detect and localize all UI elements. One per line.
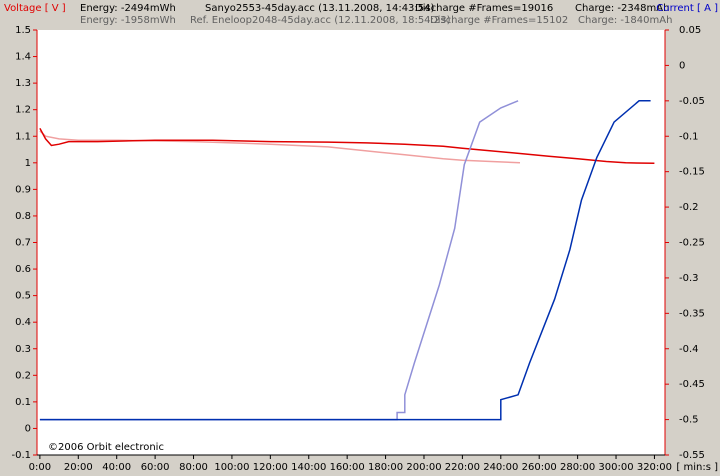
header-ref-text: Charge: -1840mAh [578,15,672,26]
x-tick-label: 40:00 [102,462,131,473]
y-tick-label: 0.1 [15,397,31,408]
header-ref-text: Energy: -1958mWh [80,15,176,26]
y-tick-label: 0.7 [15,238,31,249]
y-tick-label: 1.2 [15,105,31,116]
y2-tick-label: -0.05 [679,96,705,107]
x-tick-label: 240:00 [483,462,518,473]
y2-tick-label: -0.1 [679,131,699,142]
header-text: Charge: -2348mAh [575,3,669,14]
y2-tick-label: -0.2 [679,202,699,213]
y-tick-label: 0.2 [15,370,31,381]
x-tick-label: 320:00 [637,462,672,473]
x-tick-label: 220:00 [445,462,480,473]
y2-tick-label: -0.5 [679,415,699,426]
x-tick-label: 140:00 [291,462,326,473]
x-tick-label: 20:00 [64,462,93,473]
x-tick-label: 300:00 [598,462,633,473]
y-tick-label: 0.9 [15,184,31,195]
series-line [39,100,651,421]
y-tick-label: 1 [25,158,31,169]
x-tick-label: 160:00 [330,462,365,473]
plot-area [37,30,665,455]
y-tick-label: 0.3 [15,344,31,355]
y-tick-label: -0.1 [11,450,31,461]
header-ref-text: Discharge #Frames=15102 [430,15,568,26]
y2-tick-label: -0.55 [679,450,705,461]
series-line [39,130,521,164]
y-tick-label: 0.8 [15,211,31,222]
y2-tick-label: -0.45 [679,379,705,390]
y-tick-label: 1.1 [15,131,31,142]
x-tick-label: 80:00 [179,462,208,473]
y2-tick-label: 0.05 [679,25,701,36]
y2-tick-label: -0.3 [679,273,699,284]
y2-tick-label: 0 [679,60,685,71]
y-tick-label: 0 [25,423,31,434]
y-tick-label: 1.5 [15,25,31,36]
y-tick-label: 1.4 [15,52,31,63]
header-text: Sanyo2553-45day.acc (13.11.2008, 14:43:5… [205,3,435,14]
y2-tick-label: -0.35 [679,308,705,319]
y-tick-label: 0.5 [15,291,31,302]
x-tick-label: 200:00 [406,462,441,473]
header-text: Energy: -2494mWh [80,3,176,14]
x-tick-label: 0:00 [29,462,51,473]
y-tick-label: 0.6 [15,264,31,275]
x-tick-label: 60:00 [141,462,170,473]
x-tick-label: 180:00 [368,462,403,473]
x-tick-label: 280:00 [560,462,595,473]
x-axis-label: [ min:s ] [676,462,718,473]
x-tick-label: 100:00 [214,462,249,473]
x-tick-label: 260:00 [522,462,557,473]
series-line [39,127,655,165]
y-axis-label: Voltage [ V ] [4,3,66,14]
header-ref-text: Ref. Eneloop2048-45day.acc (12.11.2008, … [190,15,451,26]
series-line [39,100,519,421]
header-text: Discharge #Frames=19016 [415,3,553,14]
y-tick-label: 1.3 [15,78,31,89]
x-tick-label: 120:00 [253,462,288,473]
y2-tick-label: -0.25 [679,238,705,249]
annotation: ©2006 Orbit electronic [48,442,164,453]
y2-tick-label: -0.15 [679,167,705,178]
y2-tick-label: -0.4 [679,344,699,355]
y2-axis-label: Current [ A ] [656,3,718,14]
y-tick-label: 0.4 [15,317,31,328]
